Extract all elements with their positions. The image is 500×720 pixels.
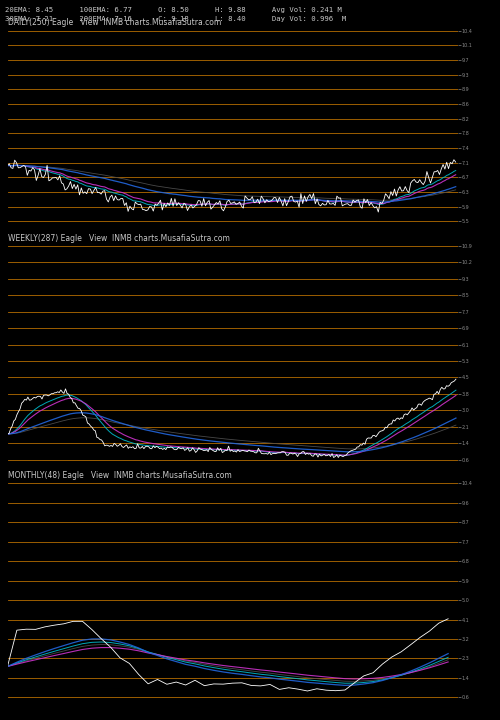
Text: 30EMA: 7.21      200EMA: 7.16      C: 9.18      L: 8.40      Day Vol: 0.996  M: 30EMA: 7.21 200EMA: 7.16 C: 9.18 L: 8.40… [5,16,346,22]
Text: 20EMA: 8.45      100EMA: 6.77      O: 8.50      H: 9.88      Avg Vol: 0.241 M: 20EMA: 8.45 100EMA: 6.77 O: 8.50 H: 9.88… [5,7,342,13]
Text: DAILY(250) Eagle   View  INMB charts.MusafiaSutra.com: DAILY(250) Eagle View INMB charts.Musafi… [8,17,221,27]
Text: MONTHLY(48) Eagle   View  INMB charts.MusafiaSutra.com: MONTHLY(48) Eagle View INMB charts.Musaf… [8,472,231,480]
Text: WEEKLY(287) Eagle   View  INMB charts.MusafiaSutra.com: WEEKLY(287) Eagle View INMB charts.Musaf… [8,233,230,243]
